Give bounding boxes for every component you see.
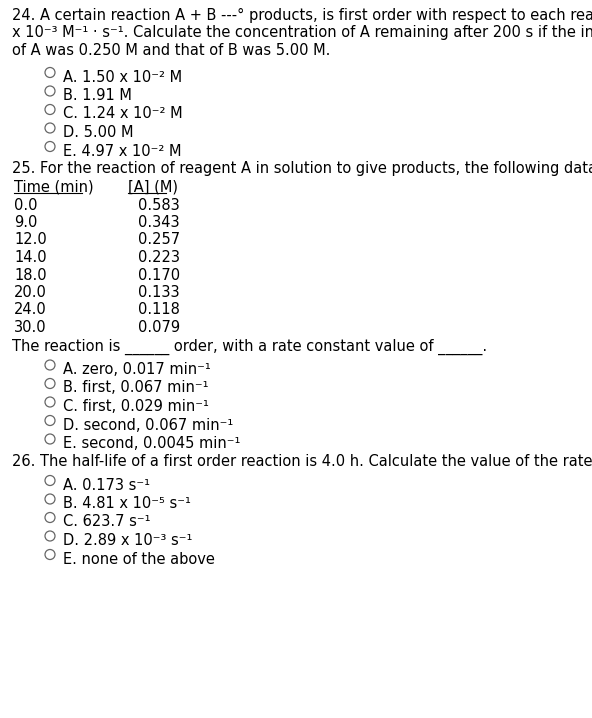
Text: 0.0: 0.0 (14, 197, 37, 213)
Text: D. 2.89 x 10⁻³ s⁻¹: D. 2.89 x 10⁻³ s⁻¹ (63, 533, 192, 548)
Text: 18.0: 18.0 (14, 268, 47, 282)
Text: x 10⁻³ M⁻¹ · s⁻¹. Calculate the concentration of A remaining after 200 s if the : x 10⁻³ M⁻¹ · s⁻¹. Calculate the concentr… (12, 26, 592, 40)
Text: A. zero, 0.017 min⁻¹: A. zero, 0.017 min⁻¹ (63, 362, 211, 377)
Text: 0.133: 0.133 (138, 285, 179, 300)
Text: D. second, 0.067 min⁻¹: D. second, 0.067 min⁻¹ (63, 417, 233, 432)
Text: E. second, 0.0045 min⁻¹: E. second, 0.0045 min⁻¹ (63, 436, 240, 451)
Text: of A was 0.250 M and that of B was 5.00 M.: of A was 0.250 M and that of B was 5.00 … (12, 43, 330, 58)
Text: 0.079: 0.079 (138, 320, 180, 335)
Text: Time (min): Time (min) (14, 180, 94, 195)
Text: 0.170: 0.170 (138, 268, 180, 282)
Text: 26. The half-life of a first order reaction is 4.0 h. Calculate the value of the: 26. The half-life of a first order react… (12, 454, 592, 469)
Text: C. 623.7 s⁻¹: C. 623.7 s⁻¹ (63, 515, 150, 529)
Text: 0.343: 0.343 (138, 215, 179, 230)
Text: 0.118: 0.118 (138, 302, 180, 317)
Text: C. 1.24 x 10⁻² M: C. 1.24 x 10⁻² M (63, 106, 182, 121)
Text: C. first, 0.029 min⁻¹: C. first, 0.029 min⁻¹ (63, 399, 209, 414)
Text: 0.257: 0.257 (138, 233, 180, 248)
Text: 24.0: 24.0 (14, 302, 47, 317)
Text: E. none of the above: E. none of the above (63, 551, 215, 567)
Text: D. 5.00 M: D. 5.00 M (63, 125, 134, 140)
Text: 30.0: 30.0 (14, 320, 47, 335)
Text: 20.0: 20.0 (14, 285, 47, 300)
Text: 14.0: 14.0 (14, 250, 47, 265)
Text: 25. For the reaction of reagent A in solution to give products, the following da: 25. For the reaction of reagent A in sol… (12, 162, 592, 177)
Text: [A] (M): [A] (M) (128, 180, 178, 195)
Text: A. 1.50 x 10⁻² M: A. 1.50 x 10⁻² M (63, 70, 182, 85)
Text: The reaction is ______ order, with a rate constant value of ______.: The reaction is ______ order, with a rat… (12, 338, 487, 355)
Text: E. 4.97 x 10⁻² M: E. 4.97 x 10⁻² M (63, 144, 182, 159)
Text: B. 1.91 M: B. 1.91 M (63, 88, 132, 103)
Text: 9.0: 9.0 (14, 215, 37, 230)
Text: B. first, 0.067 min⁻¹: B. first, 0.067 min⁻¹ (63, 381, 208, 396)
Text: A. 0.173 s⁻¹: A. 0.173 s⁻¹ (63, 477, 150, 493)
Text: 0.223: 0.223 (138, 250, 180, 265)
Text: 24. A certain reaction A + B ---° products, is first order with respect to each : 24. A certain reaction A + B ---° produc… (12, 8, 592, 23)
Text: 0.583: 0.583 (138, 197, 180, 213)
Text: B. 4.81 x 10⁻⁵ s⁻¹: B. 4.81 x 10⁻⁵ s⁻¹ (63, 496, 191, 511)
Text: 12.0: 12.0 (14, 233, 47, 248)
